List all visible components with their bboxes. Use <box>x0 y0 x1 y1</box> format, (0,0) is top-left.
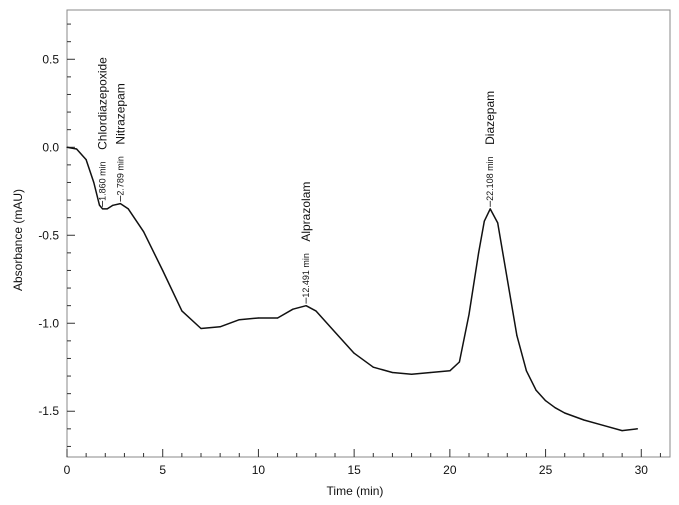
data-point <box>238 319 240 321</box>
x-tick-label: 30 <box>635 463 649 477</box>
data-point <box>106 208 108 210</box>
data-point <box>544 400 547 402</box>
x-tick-label: 25 <box>539 463 553 477</box>
plot-frame <box>66 9 671 458</box>
data-point <box>497 222 499 224</box>
data-point <box>127 208 129 210</box>
x-tick-label: 10 <box>252 463 266 477</box>
peak-name-label: Alprazolam <box>299 182 313 242</box>
data-point <box>410 373 413 375</box>
x-tick-label: 15 <box>347 463 361 477</box>
data-point <box>334 331 336 333</box>
peak-name-label: Chlordiazepoxide <box>96 57 110 150</box>
y-tick-label: 0.5 <box>42 52 59 66</box>
data-point <box>554 407 556 409</box>
x-tick-label: 0 <box>64 463 71 477</box>
y-tick-label: -1.5 <box>38 404 59 418</box>
data-point <box>75 148 78 150</box>
x-axis-title: Time (min) <box>327 484 384 498</box>
data-point <box>85 158 87 161</box>
data-point <box>525 370 528 372</box>
data-point <box>102 208 104 210</box>
data-point <box>98 204 101 206</box>
y-tick-label: -0.5 <box>38 228 59 242</box>
y-axis: 0.5 0.0 -0.5 -1.0 -1.5 <box>38 23 75 447</box>
data-point <box>477 252 480 254</box>
data-point <box>564 412 566 414</box>
data-point <box>621 430 623 432</box>
data-point <box>162 269 164 272</box>
data-point <box>391 371 394 374</box>
data-point <box>483 220 485 222</box>
peak-name-label: Diazepam <box>483 91 497 145</box>
peak-time-label: 2.789 min <box>115 156 125 196</box>
data-point <box>372 366 374 368</box>
data-point <box>181 310 183 312</box>
x-tick-label: 20 <box>443 463 457 477</box>
data-point <box>583 419 585 421</box>
data-point <box>93 181 95 184</box>
data-point <box>458 361 461 363</box>
data-point <box>200 327 202 330</box>
y-axis-title: Absorbance (mAU) <box>11 189 25 291</box>
peak-time-label: 12.491 min <box>301 253 311 298</box>
data-point <box>506 278 508 280</box>
data-point <box>257 317 260 319</box>
data-point <box>516 334 518 337</box>
data-point <box>353 352 355 354</box>
y-tick-label: 0.0 <box>42 140 59 154</box>
peak-annotations: 1.860 min Chlordiazepoxide 2.789 min Nitraz… <box>96 57 497 304</box>
x-axis: 0 5 10 15 20 25 30 <box>64 449 661 477</box>
peak-time-label: 1.860 min <box>98 161 108 201</box>
x-tick-label: 5 <box>159 463 166 477</box>
data-point <box>219 326 221 328</box>
data-point <box>305 305 307 307</box>
data-point <box>602 424 604 426</box>
data-point <box>119 202 122 205</box>
data-point <box>276 317 279 319</box>
data-point <box>142 231 145 233</box>
peak-time-label: 22.108 min <box>485 156 495 201</box>
series-group <box>66 146 639 432</box>
data-point <box>535 389 537 391</box>
data-point <box>66 146 68 148</box>
data-point <box>430 371 432 374</box>
data-point <box>468 313 470 316</box>
peak-name-label: Nitrazepam <box>113 83 127 144</box>
y-tick-label: -1.0 <box>38 316 59 330</box>
data-point <box>489 208 491 210</box>
data-point <box>315 310 317 312</box>
data-point <box>636 428 639 430</box>
data-point <box>292 308 294 310</box>
data-point <box>112 204 114 206</box>
absorbance-trace <box>66 146 638 432</box>
data-point <box>449 370 451 372</box>
